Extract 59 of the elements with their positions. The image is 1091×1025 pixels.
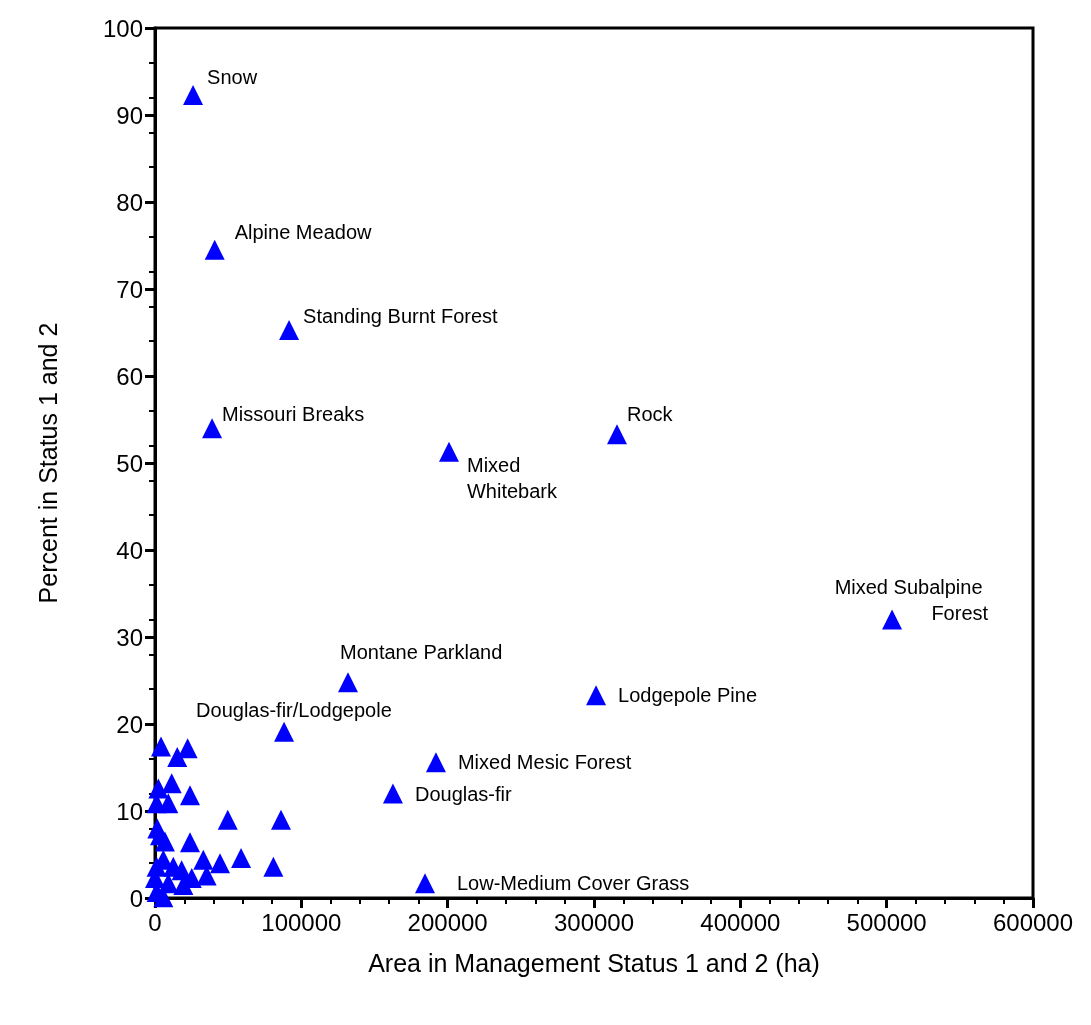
point (179, 785, 200, 806)
point (151, 736, 171, 757)
y-tick-label: 60 (116, 362, 143, 390)
point (161, 773, 182, 794)
x-tick-label: 200000 (407, 908, 488, 936)
point (202, 418, 223, 439)
annotation: Douglas-fir (414, 782, 512, 805)
y-tick-label: 80 (116, 188, 143, 216)
point (148, 778, 169, 799)
point (183, 84, 204, 105)
annotation: Standing Burnt Forest (303, 304, 499, 327)
y-tick-label: 50 (116, 449, 143, 477)
point (338, 672, 359, 693)
point (382, 783, 403, 804)
annotation: Lodgepole Pine (618, 684, 758, 707)
point (179, 832, 200, 853)
x-tick-label: 400000 (700, 908, 781, 936)
x-tick-label: 300000 (553, 908, 635, 936)
y-tick-label: 10 (116, 797, 143, 825)
point (204, 239, 225, 260)
point (263, 856, 284, 877)
point (586, 685, 607, 706)
point (425, 752, 446, 773)
y-axis-title: Percent in Status 1 and 2 (33, 322, 62, 604)
x-tick-label: 600000 (992, 908, 1074, 936)
point (231, 847, 252, 868)
point (606, 424, 627, 445)
annotation: Montane Parkland (340, 641, 503, 664)
point (882, 609, 903, 630)
x-tick-label: 100000 (261, 908, 342, 936)
y-tick-label: 0 (129, 884, 143, 912)
point (279, 319, 300, 340)
point (274, 721, 295, 742)
point (167, 747, 188, 768)
y-tick-label: 100 (102, 14, 143, 42)
point (270, 809, 291, 830)
point (177, 738, 198, 759)
point (193, 849, 214, 870)
x-tick-label: 0 (148, 908, 162, 936)
point (209, 853, 230, 874)
annotation: Snow (207, 65, 258, 88)
y-tick-label: 20 (116, 710, 143, 738)
y-tick-label: 70 (116, 275, 143, 303)
point (438, 441, 459, 462)
annotation: Alpine Meadow (234, 220, 373, 243)
x-tick-label: 500000 (846, 908, 927, 936)
x-axis-title: Area in Management Status 1 and 2 (ha) (368, 948, 820, 977)
annotation: Douglas-fir/Lodgepole (196, 698, 392, 721)
annotation: Mixed Whitebark (466, 453, 559, 502)
y-tick-label: 40 (116, 536, 143, 564)
y-tick-label: 90 (116, 101, 143, 129)
point (414, 873, 435, 894)
y-tick-label: 30 (116, 623, 143, 651)
annotation: Missouri Breaks (222, 403, 365, 426)
annotation: Rock (626, 403, 674, 426)
annotation: Mixed Subalpine Forest (834, 575, 989, 624)
point (217, 809, 238, 830)
annotation: Low-Medium Cover Grass (456, 872, 690, 895)
annotation: Mixed Mesic Forest (457, 751, 632, 774)
